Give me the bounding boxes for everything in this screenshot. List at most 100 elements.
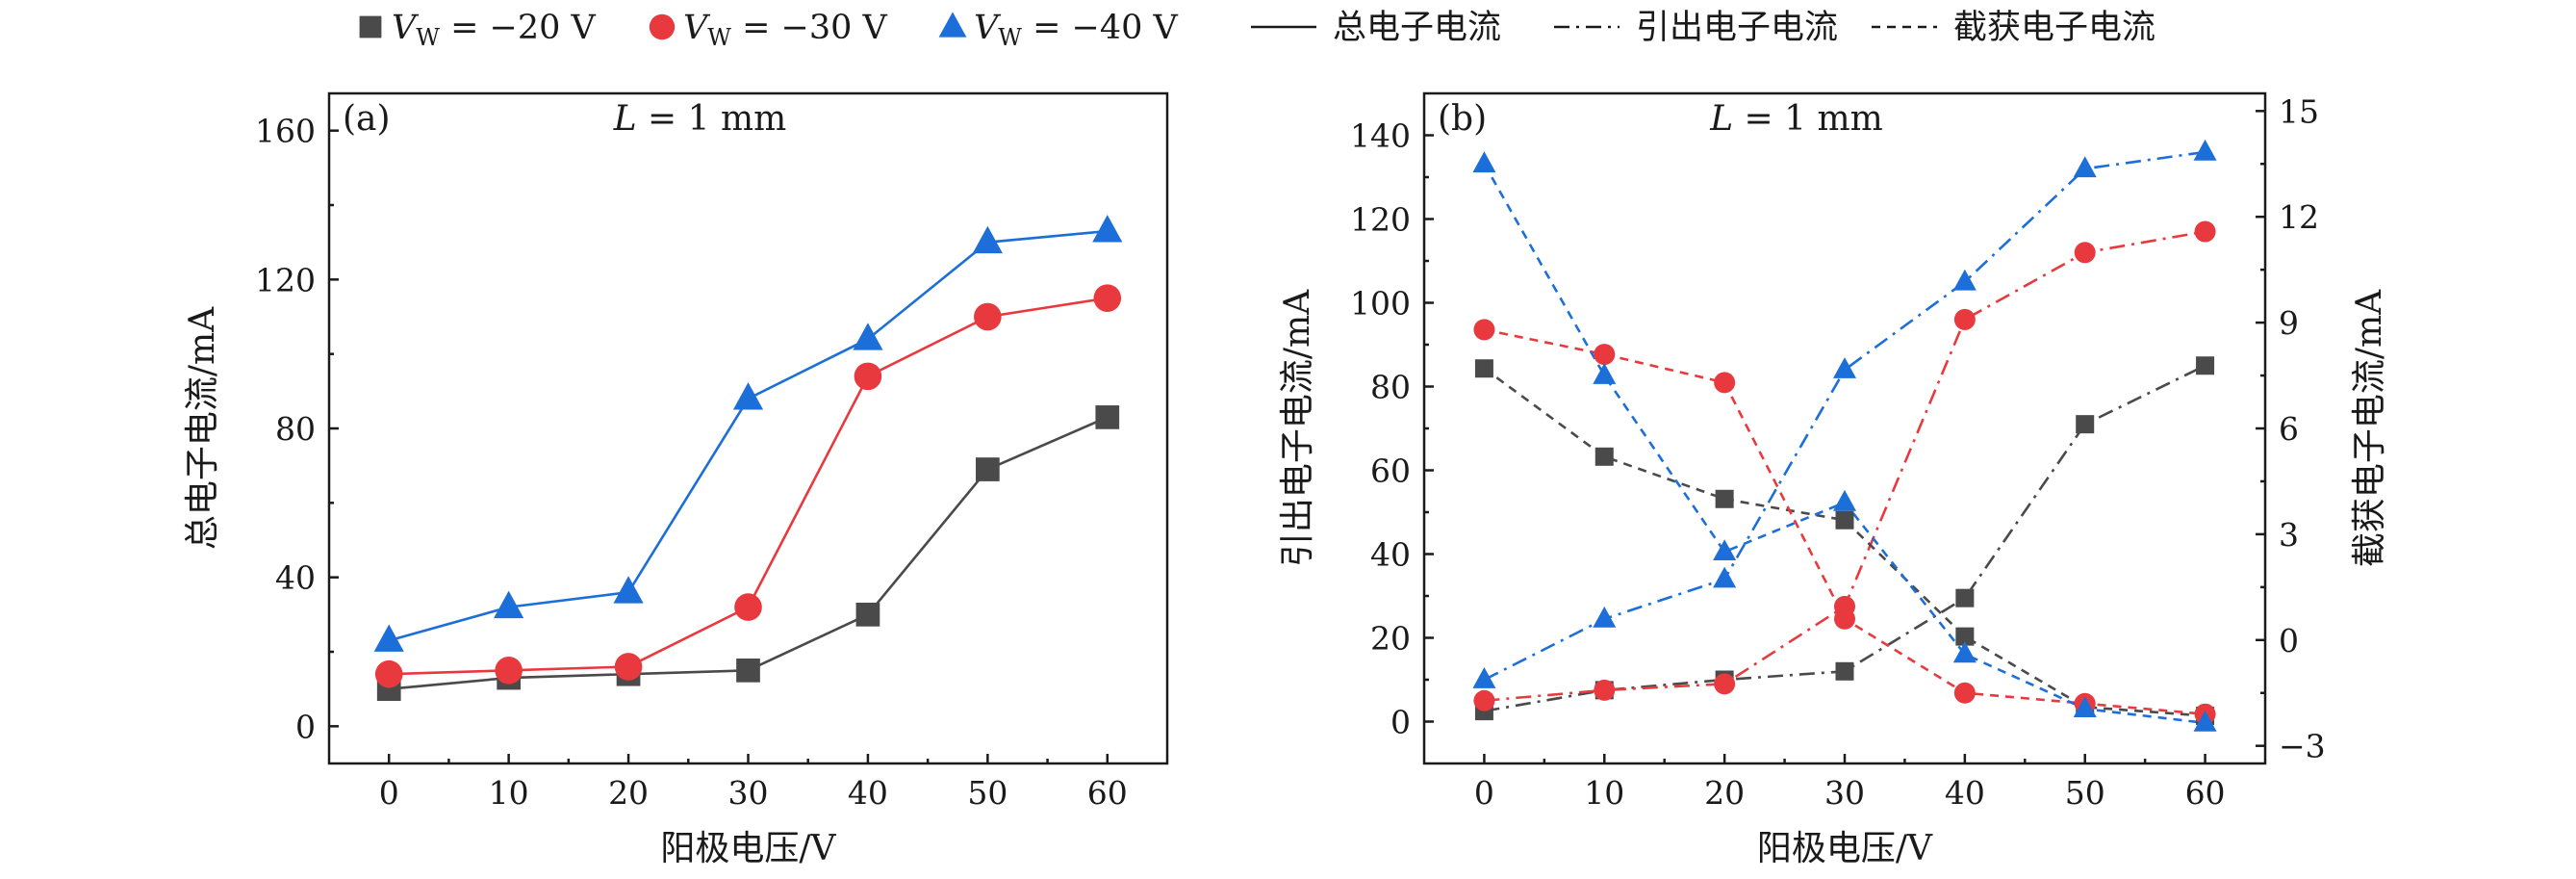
y-tick-label: 20 xyxy=(1370,620,1411,658)
data-point-triangle xyxy=(1713,539,1737,561)
legend-label-symbol: V xyxy=(974,9,1002,47)
data-point-triangle xyxy=(2073,696,2097,718)
x-tick-label: 40 xyxy=(1945,774,1985,812)
legend-marker-triangle xyxy=(938,12,967,38)
data-point-triangle xyxy=(1833,489,1856,511)
x-axis-label: 阳极电压/V xyxy=(1757,829,1933,868)
x-tick-label: 60 xyxy=(2185,774,2226,812)
data-point-triangle xyxy=(1952,269,1977,291)
y-tick-label: 60 xyxy=(1370,452,1411,490)
data-point-square xyxy=(1835,661,1854,681)
legend-label-subscript: W xyxy=(998,24,1022,51)
legend-label-subscript: W xyxy=(707,24,731,51)
series-line-2 xyxy=(1484,230,2206,703)
y-axis-label: 引出电子电流/mA xyxy=(1278,289,1317,567)
data-point-triangle xyxy=(732,382,764,410)
series-line-3 xyxy=(388,229,1108,642)
data-point-circle xyxy=(1594,344,1616,366)
x-tick-label: 10 xyxy=(1584,774,1624,812)
length-annotation: L = 1 mm xyxy=(613,99,787,139)
data-point-triangle xyxy=(1593,606,1617,628)
data-point-square xyxy=(976,457,1000,481)
y-tick-label: 80 xyxy=(275,410,316,448)
data-point-triangle xyxy=(1713,566,1737,588)
x-tick-label: 20 xyxy=(608,774,649,812)
x-tick-label: 50 xyxy=(2065,774,2105,812)
data-point-circle xyxy=(374,659,403,688)
legend-style-label-2: 引出电子电流 xyxy=(1636,9,1838,47)
y2-tick-label: −3 xyxy=(2279,728,2326,765)
data-point-square xyxy=(1955,627,1975,646)
data-point-triangle xyxy=(2193,710,2217,732)
x-tick-label: 60 xyxy=(1087,774,1128,812)
panel-label: (a) xyxy=(343,99,391,139)
legend-style-label-3: 截获电子电流 xyxy=(1953,9,2155,47)
x-tick-label: 0 xyxy=(379,774,399,812)
x-tick-label: 20 xyxy=(1704,774,1745,812)
y2-tick-label: 9 xyxy=(2279,304,2299,342)
y-tick-label: 100 xyxy=(1350,285,1411,323)
data-point-square xyxy=(1474,359,1493,378)
data-point-triangle xyxy=(1472,151,1496,173)
legend-label-value: = −40 V xyxy=(1022,9,1179,47)
x-tick-label: 50 xyxy=(967,774,1007,812)
y2-tick-label: 12 xyxy=(2279,198,2319,236)
legend-label-symbol: V xyxy=(683,9,711,47)
y-tick-label: 40 xyxy=(1370,536,1411,574)
chart-panel-a: 0 10 20 30 40 50 60 0 40 80 120 160 (a) L = 1 mm 阳极电压/… xyxy=(183,91,1169,868)
legend-marker-square xyxy=(359,15,382,39)
data-point-circle xyxy=(2194,220,2216,243)
length-annotation: L = 1 mm xyxy=(1709,99,1883,139)
data-point-triangle xyxy=(1952,641,1977,663)
y-tick-label: 0 xyxy=(295,708,316,745)
series-line-6 xyxy=(1483,163,2206,725)
x-tick-label: 0 xyxy=(1474,774,1494,812)
data-point-triangle xyxy=(613,576,644,604)
data-point-triangle xyxy=(1472,666,1496,688)
annotation-value: = 1 mm xyxy=(1733,99,1883,139)
x-tick-label: 30 xyxy=(1824,774,1865,812)
data-point-triangle xyxy=(972,225,1003,254)
data-point-triangle xyxy=(853,323,883,350)
data-point-circle xyxy=(1714,673,1736,695)
data-point-triangle xyxy=(1833,357,1856,378)
y2-tick-label: 0 xyxy=(2279,622,2299,659)
annotation-symbol: L xyxy=(613,99,637,139)
legend: VW = −20 V VW = −30 V VW = −40 V 总电子电流 引出电子电… xyxy=(359,9,2155,51)
annotation-value: = 1 mm xyxy=(637,99,787,139)
panel-label: (b) xyxy=(1438,99,1487,139)
data-point-square xyxy=(1835,510,1854,530)
x-tick-label: 30 xyxy=(728,774,769,812)
legend-marker-circle xyxy=(649,13,676,40)
x-tick-label: 40 xyxy=(848,774,888,812)
x-axis-label: 阳极电压/V xyxy=(660,829,836,868)
y2-tick-label: 3 xyxy=(2279,516,2299,554)
legend-label-symbol: V xyxy=(392,9,420,47)
x-tick-label: 10 xyxy=(489,774,529,812)
y-tick-label: 120 xyxy=(1350,201,1411,239)
data-point-triangle xyxy=(494,590,524,619)
plot-series xyxy=(1472,139,2217,732)
data-point-square xyxy=(2196,356,2215,375)
y2-axis-label: 截获电子电流/mA xyxy=(2350,289,2389,567)
y-tick-label: 160 xyxy=(255,113,316,150)
data-point-triangle xyxy=(1092,215,1123,243)
legend-style-label-1: 总电子电流 xyxy=(1333,9,1501,47)
data-point-circle xyxy=(1594,679,1616,701)
y-tick-label: 40 xyxy=(275,559,316,597)
y2-tick-label: 15 xyxy=(2279,92,2319,130)
legend-label-value: = −30 V xyxy=(731,9,888,47)
series-line-1 xyxy=(389,416,1109,690)
annotation-symbol: L xyxy=(1709,99,1733,139)
data-point-square xyxy=(1095,405,1120,429)
chart-panel-b: 0 10 20 30 40 50 60 0 20 40 60 80 100 120 140 −3 0 3 6 9 12 1… xyxy=(1278,91,2389,868)
data-point-circle xyxy=(495,657,523,685)
data-point-circle xyxy=(1093,284,1122,312)
legend-label-value: = −20 V xyxy=(440,9,597,47)
data-point-triangle xyxy=(2193,139,2217,161)
y-axis-label: 总电子电流/mA xyxy=(183,306,222,550)
data-point-circle xyxy=(974,302,1002,331)
legend-label-3: VW = −40 V xyxy=(974,9,1179,51)
data-point-circle xyxy=(1953,682,1976,704)
